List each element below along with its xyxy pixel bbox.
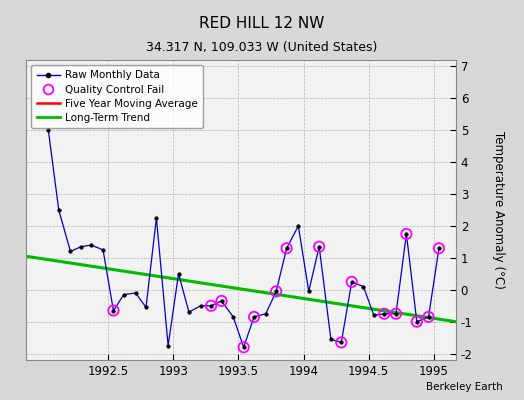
Point — [424, 314, 433, 320]
Point — [282, 245, 291, 252]
Point — [109, 307, 117, 314]
Point — [412, 318, 421, 325]
Text: 34.317 N, 109.033 W (United States): 34.317 N, 109.033 W (United States) — [146, 42, 378, 54]
Point — [392, 310, 400, 317]
Point — [347, 279, 356, 285]
Text: Berkeley Earth: Berkeley Earth — [427, 382, 503, 392]
Point — [207, 302, 215, 309]
Point — [337, 339, 345, 346]
Point — [217, 298, 226, 304]
Point — [315, 244, 323, 250]
Point — [435, 245, 443, 252]
Point — [402, 231, 411, 237]
Point — [380, 310, 388, 317]
Y-axis label: Temperature Anomaly (°C): Temperature Anomaly (°C) — [492, 131, 505, 289]
Text: RED HILL 12 NW: RED HILL 12 NW — [199, 16, 325, 32]
Point — [272, 288, 280, 294]
Point — [250, 314, 258, 320]
Point — [239, 344, 248, 350]
Legend: Raw Monthly Data, Quality Control Fail, Five Year Moving Average, Long-Term Tren: Raw Monthly Data, Quality Control Fail, … — [31, 65, 203, 128]
